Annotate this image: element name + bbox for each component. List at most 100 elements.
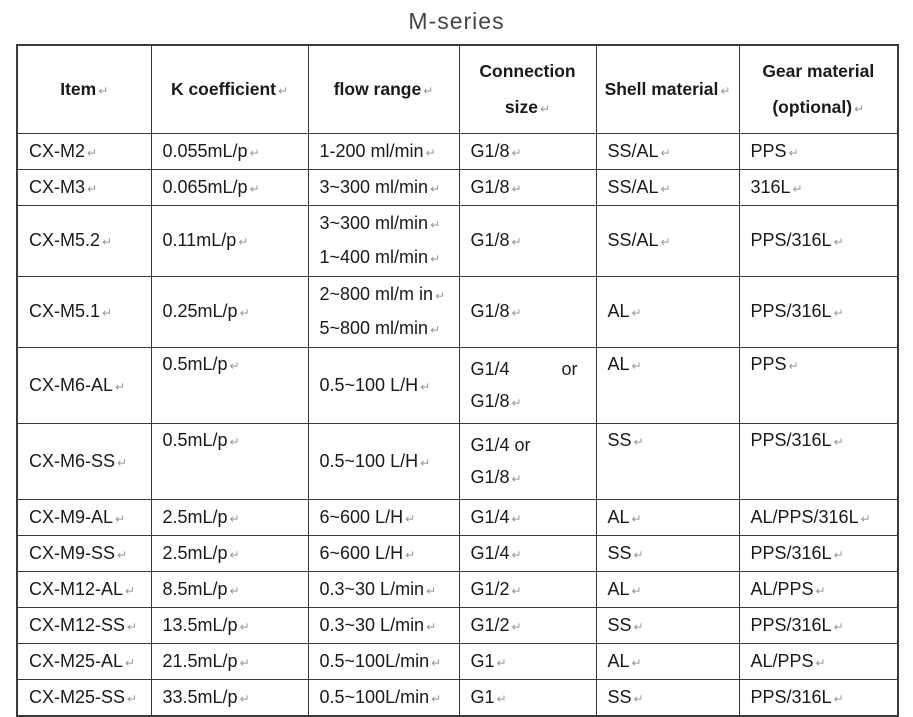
paragraph-mark-icon: ↵ <box>430 323 441 337</box>
cell-text: CX-M6-AL <box>29 374 114 395</box>
cell-text: AL/PPS <box>750 578 814 599</box>
item-cell: CX-M6-AL ↵ <box>16 347 152 424</box>
paragraph-mark-icon: ↵ <box>788 359 799 373</box>
paragraph-mark-icon: ↵ <box>102 235 113 249</box>
paragraph-mark-icon: ↵ <box>435 289 446 303</box>
column-header-shell-material: Shell material ↵ <box>595 44 740 134</box>
paragraph-mark-icon: ↵ <box>633 435 644 449</box>
paragraph-mark-icon: ↵ <box>277 83 289 98</box>
shell-material-cell: SS/AL ↵ <box>595 205 740 277</box>
paragraph-mark-icon: ↵ <box>511 145 522 160</box>
gear-material-cell: PPS/316L ↵ <box>738 205 899 277</box>
cell-text: 0.5~100 L/H <box>319 450 419 471</box>
paragraph-mark-icon: ↵ <box>633 547 644 562</box>
cell-text: PPS/316L <box>750 230 832 250</box>
paragraph-mark-icon: ↵ <box>238 235 249 249</box>
cell-text: CX-M9-AL <box>29 506 114 527</box>
cell-text: 3~300 ml/min <box>319 213 429 233</box>
paragraph-mark-icon: ↵ <box>540 101 551 116</box>
cell-text: PPS/316L <box>750 430 832 450</box>
paragraph-mark-icon: ↵ <box>631 359 642 373</box>
paragraph-mark-icon: ↵ <box>127 619 138 634</box>
cell-text: CX-M3 <box>29 176 86 197</box>
table-row: CX-M25-SS ↵ 33.5mL/p ↵ 0.5~100L/min ↵ G1 ↵ SS ↵ PP… <box>16 679 899 717</box>
k-coefficient-cell: 0.5mL/p ↵ <box>150 423 309 500</box>
table-body: CX-M2 ↵ 0.055mL/p ↵ 1-200 ml/min ↵ G1/8 ↵ SS/AL ↵… <box>16 133 899 717</box>
flow-range-cell: 3~300 ml/min ↵ 1~400 ml/min ↵ <box>307 205 460 277</box>
gear-material-cell: 316L ↵ <box>738 169 899 206</box>
header-text: size <box>504 96 538 117</box>
gear-material-cell: PPS ↵ <box>738 133 899 170</box>
paragraph-mark-icon: ↵ <box>431 655 442 670</box>
cell-text: 316L <box>750 176 791 197</box>
cell-text: 0.5mL/p <box>162 354 228 374</box>
cell-text: G1/4 <box>470 506 510 527</box>
k-coefficient-cell: 2.5mL/p ↵ <box>150 535 309 572</box>
cell-text: 3~300 ml/min <box>319 176 429 197</box>
gear-material-cell: PPS/316L ↵ <box>738 276 899 348</box>
cell-text: 8.5mL/p <box>162 578 228 599</box>
cell-text: 6~600 L/H <box>319 506 404 527</box>
cell-text: G1 <box>470 686 495 707</box>
paragraph-mark-icon: ↵ <box>511 306 522 320</box>
cell-text: 1-200 ml/min <box>319 140 424 161</box>
header-text: flow range <box>333 78 422 99</box>
table-row: CX-M6-SS ↵ 0.5mL/p ↵ 0.5~100 L/H ↵ G1/4 or G1/8… <box>16 423 899 500</box>
cell-text: G1/4 <box>470 358 510 379</box>
k-coefficient-cell: 2.5mL/p ↵ <box>150 499 309 536</box>
connection-size-cell: G1/4 ↵ <box>458 535 597 572</box>
cell-text: 13.5mL/p <box>162 614 238 635</box>
connection-size-cell: G1/8 ↵ <box>458 205 597 277</box>
connection-size-cell: G1/8 ↵ <box>458 276 597 348</box>
cell-text: AL/PPS <box>750 650 814 671</box>
header-text: Connection <box>479 60 576 81</box>
table-header: Item ↵ K coefficient ↵ flow range ↵ Connection… <box>16 44 899 134</box>
paragraph-mark-icon: ↵ <box>87 145 98 160</box>
paragraph-mark-icon: ↵ <box>249 181 260 196</box>
cell-text: SS/AL <box>607 140 659 161</box>
item-cell: CX-M25-AL ↵ <box>16 643 152 680</box>
document-page: M-series Item ↵ K coefficient ↵ flow range ↵ C… <box>0 8 913 717</box>
paragraph-mark-icon: ↵ <box>249 145 260 160</box>
column-header-item: Item ↵ <box>16 44 152 134</box>
paragraph-mark-icon: ↵ <box>430 181 441 196</box>
table-row: CX-M9-SS ↵ 2.5mL/p ↵ 6~600 L/H ↵ G1/4 ↵ SS ↵ PPS/3… <box>16 535 899 572</box>
cell-text: 0.5~100L/min <box>319 650 430 671</box>
cell-text: 0.065mL/p <box>162 176 248 197</box>
flow-range-cell: 6~600 L/H ↵ <box>307 499 460 536</box>
gear-material-cell: PPS/316L ↵ <box>738 607 899 644</box>
cell-text: G1/4 <box>470 542 510 563</box>
table-row: CX-M9-AL ↵ 2.5mL/p ↵ 6~600 L/H ↵ G1/4 ↵ AL ↵ AL/PP… <box>16 499 899 536</box>
paragraph-mark-icon: ↵ <box>788 145 799 160</box>
connection-size-cell: G1 ↵ <box>458 643 597 680</box>
cell-text: CX-M25-SS <box>29 686 126 707</box>
k-coefficient-cell: 21.5mL/p ↵ <box>150 643 309 680</box>
cell-text: 0.5~100L/min <box>319 686 430 707</box>
shell-material-cell: AL ↵ <box>595 571 740 608</box>
k-coefficient-cell: 0.055mL/p ↵ <box>150 133 309 170</box>
paragraph-mark-icon: ↵ <box>420 379 431 394</box>
header-text: Gear material <box>762 60 875 81</box>
item-cell: CX-M12-AL ↵ <box>16 571 152 608</box>
column-header-flow-range: flow range ↵ <box>307 44 460 134</box>
paragraph-mark-icon: ↵ <box>229 435 240 449</box>
paragraph-mark-icon: ↵ <box>125 655 136 670</box>
cell-text: CX-M9-SS <box>29 542 116 563</box>
paragraph-mark-icon: ↵ <box>102 306 113 320</box>
cell-text: 2.5mL/p <box>162 506 228 527</box>
cell-text: G1/2 <box>470 578 510 599</box>
cell-text: 5~800 ml/min <box>319 318 429 338</box>
paragraph-mark-icon: ↵ <box>496 691 507 706</box>
cell-text: AL <box>607 301 630 321</box>
item-cell: CX-M3 ↵ <box>16 169 152 206</box>
gear-material-cell: PPS/316L ↵ <box>738 679 899 717</box>
shell-material-cell: AL ↵ <box>595 499 740 536</box>
paragraph-mark-icon: ↵ <box>833 619 844 634</box>
paragraph-mark-icon: ↵ <box>833 547 844 562</box>
cell-text: G1/8 <box>470 176 510 197</box>
k-coefficient-cell: 0.065mL/p ↵ <box>150 169 309 206</box>
cell-text: SS <box>607 686 632 707</box>
paragraph-mark-icon: ↵ <box>815 583 826 598</box>
shell-material-cell: AL ↵ <box>595 347 740 424</box>
item-cell: CX-M9-AL ↵ <box>16 499 152 536</box>
